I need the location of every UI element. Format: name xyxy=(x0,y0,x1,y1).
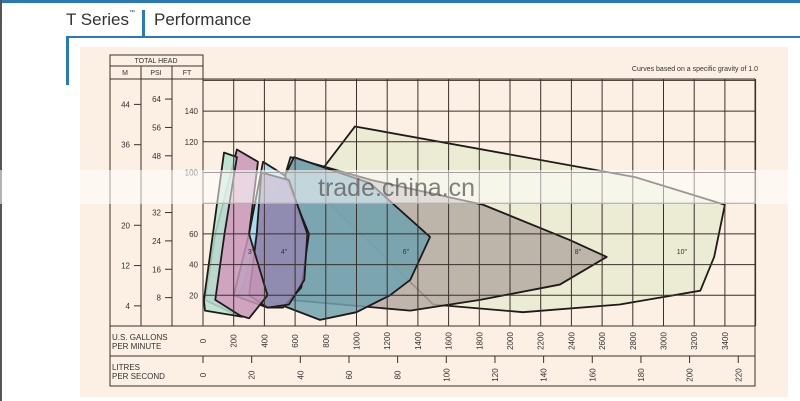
psi-tick: 48 xyxy=(152,152,161,161)
page-title: Performance xyxy=(154,10,252,29)
unit-ft: FT xyxy=(183,70,192,77)
gpm-tick: 0 xyxy=(199,338,208,343)
gpm-tick: 600 xyxy=(291,334,300,348)
left-accent-bar xyxy=(66,36,69,85)
lps-tick: 180 xyxy=(637,368,646,382)
psi-tick: 32 xyxy=(152,209,161,218)
lps-tick: 200 xyxy=(686,368,695,382)
gpm-tick: 400 xyxy=(260,334,269,348)
lps-tick: 60 xyxy=(345,370,354,379)
series-label: 8" xyxy=(575,249,582,256)
gpm-tick: 1000 xyxy=(353,332,362,350)
lps-tick: 160 xyxy=(588,368,597,382)
lps-tick: 140 xyxy=(540,368,549,382)
ft-tick: 60 xyxy=(189,230,198,239)
ft-tick: 120 xyxy=(185,138,199,147)
gpm-tick: 2600 xyxy=(598,332,607,350)
gpm-tick: 200 xyxy=(230,334,239,348)
top-rule xyxy=(0,0,800,3)
gpm-tick: 1600 xyxy=(445,332,454,350)
lps-tick: 40 xyxy=(296,370,305,379)
series-label: 6" xyxy=(403,249,410,256)
unit-psi: PSI xyxy=(150,70,161,77)
m-tick: 36 xyxy=(121,141,130,150)
psi-tick: 16 xyxy=(152,265,161,274)
series-title: T Series™ xyxy=(66,10,135,29)
lps-tick: 20 xyxy=(248,370,257,379)
curve-region-6 xyxy=(203,151,243,318)
psi-tick: 56 xyxy=(152,123,161,132)
lps-tick: 80 xyxy=(394,370,403,379)
m-tick: 20 xyxy=(121,221,130,230)
ft-tick: 40 xyxy=(189,261,198,270)
psi-tick: 24 xyxy=(152,237,161,246)
series-label: 3" xyxy=(248,249,255,256)
gpm-tick: 2800 xyxy=(629,332,638,350)
m-tick: 44 xyxy=(121,100,130,109)
ft-tick: 20 xyxy=(189,291,198,300)
gpm-tick: 3000 xyxy=(660,332,669,350)
gpm-tick: 2200 xyxy=(537,332,546,350)
gpm-tick: 1800 xyxy=(475,332,484,350)
gpm-tick: 2000 xyxy=(506,332,515,350)
lps-label-line2: PER SECOND xyxy=(112,372,165,381)
header-rule xyxy=(66,36,800,38)
watermark-band xyxy=(0,170,800,204)
series-label: 10" xyxy=(677,249,688,256)
psi-tick: 8 xyxy=(157,294,162,303)
lps-tick: 120 xyxy=(491,368,500,382)
ft-tick: 140 xyxy=(185,107,199,116)
gpm-tick: 1400 xyxy=(414,332,423,350)
m-tick: 4 xyxy=(126,302,131,311)
lps-tick: 0 xyxy=(199,372,208,377)
psi-tick: 64 xyxy=(152,95,161,104)
gpm-tick: 2400 xyxy=(567,332,576,350)
unit-m: M xyxy=(122,70,128,77)
lps-label-line1: LITRES xyxy=(112,363,140,372)
title-divider xyxy=(142,10,145,36)
gpm-tick: 3200 xyxy=(690,332,699,350)
gravity-note: Curves based on a specific gravity of 1.… xyxy=(632,66,758,73)
m-tick: 12 xyxy=(121,262,130,271)
gpm-tick: 1200 xyxy=(383,332,392,350)
gpm-tick: 800 xyxy=(322,334,331,348)
lps-tick: 220 xyxy=(734,368,743,382)
watermark: trade.china.cn xyxy=(318,174,476,202)
lps-tick: 100 xyxy=(442,368,451,382)
gpm-label-line1: U.S. GALLONS xyxy=(112,333,168,342)
gpm-tick: 3400 xyxy=(721,332,730,350)
trademark: ™ xyxy=(129,10,135,16)
head-header: TOTAL HEAD xyxy=(134,58,177,65)
series-label: 4" xyxy=(281,249,288,256)
gpm-label-line2: PER MINUTE xyxy=(112,342,161,351)
